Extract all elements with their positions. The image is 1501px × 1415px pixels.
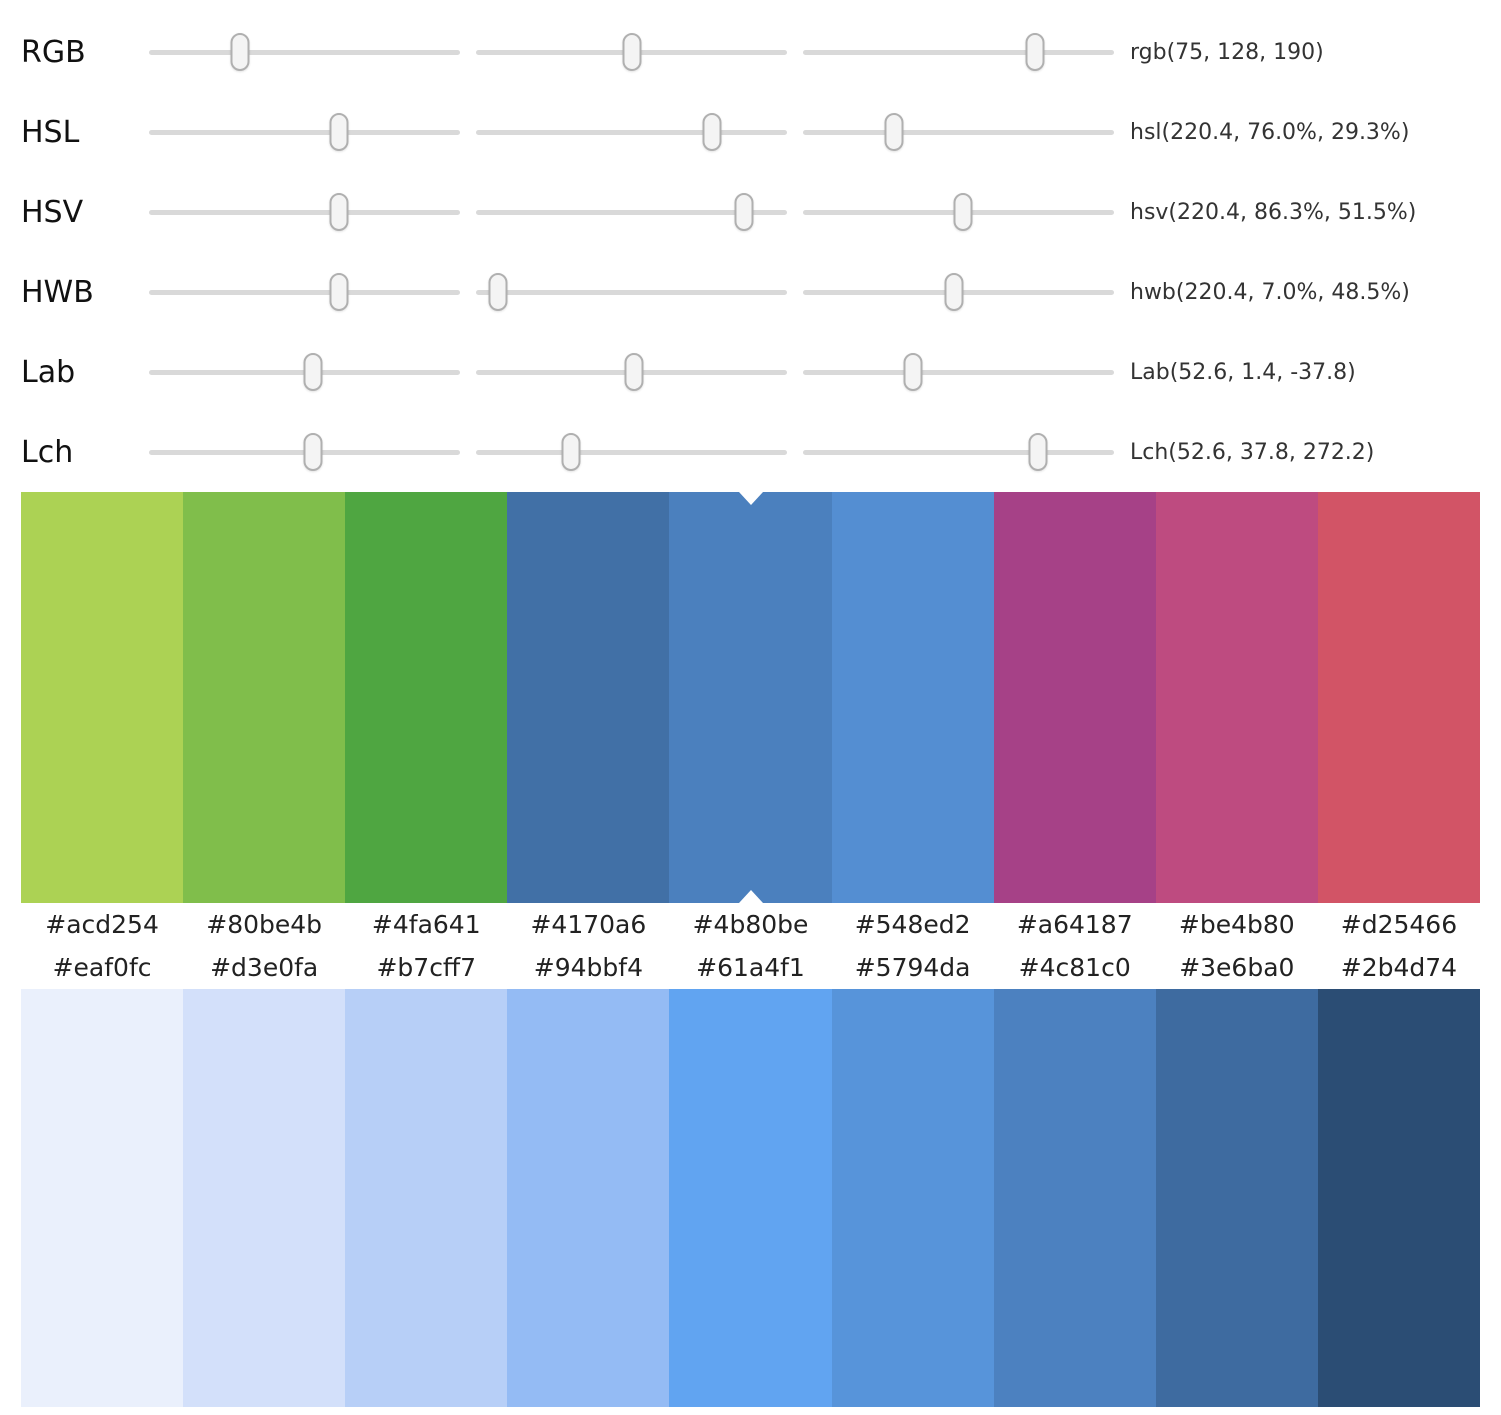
swatch[interactable] (183, 989, 346, 1407)
slider-thumb[interactable] (561, 433, 581, 471)
hex-label: #4170a6 (530, 910, 647, 939)
colorspace-label: Lch (21, 434, 74, 470)
slider-row-hsv: HSV hsv(220.4, 86.3%, 51.5%) (21, 172, 1480, 252)
slider-thumb[interactable] (329, 273, 349, 311)
slider-thumb[interactable] (329, 113, 349, 151)
slider-track[interactable] (149, 33, 460, 71)
slider-thumb[interactable] (702, 113, 722, 151)
swatch[interactable] (993, 989, 1156, 1407)
swatch[interactable] (1155, 492, 1318, 903)
scale-hex-labels: #eaf0fc #d3e0fa #b7cff7 #94bbf4 #61a4f1 … (21, 946, 1480, 989)
swatch[interactable] (345, 989, 508, 1407)
slider-track[interactable] (149, 193, 460, 231)
slider-track[interactable] (149, 433, 460, 471)
swatch[interactable] (831, 492, 994, 903)
swatch[interactable] (21, 989, 184, 1407)
hex-label: #a64187 (1016, 910, 1133, 939)
slider-row-hwb: HWB hwb(220.4, 7.0%, 48.5%) (21, 252, 1480, 332)
slider-row-lch: Lch Lch(52.6, 37.8, 272.2) (21, 412, 1480, 492)
slider-thumb[interactable] (953, 193, 973, 231)
slider-track[interactable] (803, 353, 1114, 391)
swatch[interactable] (993, 492, 1156, 903)
swatch[interactable] (669, 989, 832, 1407)
hex-label: #548ed2 (854, 910, 971, 939)
swatch[interactable] (831, 989, 994, 1407)
colorspace-label: HSL (21, 114, 80, 150)
selection-notch-top (738, 492, 763, 505)
slider-track[interactable] (149, 273, 460, 311)
color-value-text: Lab(52.6, 1.4, -37.8) (1130, 359, 1356, 385)
harmony-strip (21, 492, 1480, 903)
swatch[interactable] (1317, 492, 1480, 903)
hex-label: #61a4f1 (696, 953, 805, 982)
hex-label: #3e6ba0 (1179, 953, 1295, 982)
slider-track[interactable] (476, 113, 787, 151)
slider-thumb[interactable] (1025, 33, 1045, 71)
color-value-text: hsv(220.4, 86.3%, 51.5%) (1130, 199, 1417, 225)
slider-track[interactable] (476, 193, 787, 231)
selection-notch-bottom (738, 890, 763, 903)
harmony-palette: #acd254 #80be4b #4fa641 #4170a6 #4b80be … (0, 492, 1501, 946)
slider-track[interactable] (476, 433, 787, 471)
slider-row-hsl: HSL hsl(220.4, 76.0%, 29.3%) (21, 92, 1480, 172)
swatch[interactable] (507, 989, 670, 1407)
slider-thumb[interactable] (230, 33, 250, 71)
color-value-text: hsl(220.4, 76.0%, 29.3%) (1130, 119, 1410, 145)
swatch-selected[interactable] (669, 492, 832, 903)
hex-label: #5794da (854, 953, 971, 982)
harmony-hex-labels: #acd254 #80be4b #4fa641 #4170a6 #4b80be … (21, 903, 1480, 946)
hex-label: #2b4d74 (1340, 953, 1458, 982)
hex-label: #4fa641 (371, 910, 481, 939)
hex-label: #d25466 (1340, 910, 1458, 939)
slider-thumb[interactable] (303, 353, 323, 391)
slider-track[interactable] (803, 273, 1114, 311)
slider-track[interactable] (149, 113, 460, 151)
slider-thumb[interactable] (488, 273, 508, 311)
slider-track[interactable] (476, 33, 787, 71)
color-value-text: Lch(52.6, 37.8, 272.2) (1130, 439, 1375, 465)
colorspace-label: HSV (21, 194, 84, 230)
hex-label: #b7cff7 (376, 953, 477, 982)
hex-label: #94bbf4 (533, 953, 643, 982)
hex-label: #eaf0fc (52, 953, 152, 982)
swatch[interactable] (345, 492, 508, 903)
hex-label: #4c81c0 (1018, 953, 1131, 982)
color-sliders-panel: RGB rgb(75, 128, 190) HSL hsl(220.4, 76.… (0, 0, 1501, 492)
hex-label: #80be4b (206, 910, 323, 939)
slider-track[interactable] (149, 353, 460, 391)
colorspace-label: Lab (21, 354, 76, 390)
colorspace-label: RGB (21, 34, 86, 70)
swatch[interactable] (1317, 989, 1480, 1407)
slider-thumb[interactable] (884, 113, 904, 151)
slider-thumb[interactable] (622, 33, 642, 71)
swatch[interactable] (1155, 989, 1318, 1407)
slider-track[interactable] (803, 193, 1114, 231)
slider-track[interactable] (476, 353, 787, 391)
scale-palette: #eaf0fc #d3e0fa #b7cff7 #94bbf4 #61a4f1 … (0, 946, 1501, 1407)
slider-track[interactable] (803, 113, 1114, 151)
swatch[interactable] (183, 492, 346, 903)
slider-track[interactable] (803, 33, 1114, 71)
slider-thumb[interactable] (903, 353, 923, 391)
slider-track[interactable] (803, 433, 1114, 471)
slider-thumb[interactable] (624, 353, 644, 391)
swatch[interactable] (21, 492, 184, 903)
slider-thumb[interactable] (329, 193, 349, 231)
slider-thumb[interactable] (1028, 433, 1048, 471)
slider-thumb[interactable] (303, 433, 323, 471)
hex-label: #d3e0fa (210, 953, 319, 982)
hex-label: #4b80be (692, 910, 809, 939)
slider-thumb[interactable] (944, 273, 964, 311)
color-value-text: rgb(75, 128, 190) (1130, 39, 1324, 65)
slider-row-rgb: RGB rgb(75, 128, 190) (21, 12, 1480, 92)
colorspace-label: HWB (21, 274, 94, 310)
scale-strip (21, 989, 1480, 1407)
hex-label: #be4b80 (1178, 910, 1295, 939)
color-value-text: hwb(220.4, 7.0%, 48.5%) (1130, 279, 1410, 305)
hex-label: #acd254 (45, 910, 159, 939)
swatch[interactable] (507, 492, 670, 903)
slider-thumb[interactable] (734, 193, 754, 231)
slider-row-lab: Lab Lab(52.6, 1.4, -37.8) (21, 332, 1480, 412)
slider-track[interactable] (476, 273, 787, 311)
